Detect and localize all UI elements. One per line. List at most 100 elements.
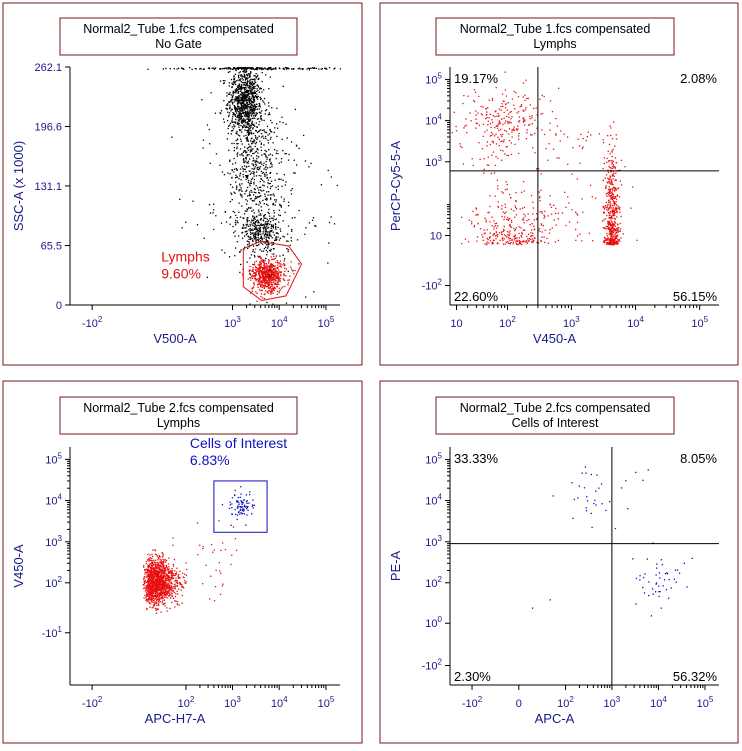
event-point (238, 127, 239, 128)
event-point (236, 97, 237, 98)
event-point (237, 109, 238, 110)
event-point (529, 124, 530, 125)
event-point (259, 277, 260, 278)
event-point (266, 161, 267, 162)
event-point (211, 68, 212, 69)
event-point (264, 293, 265, 294)
event-point (252, 87, 253, 88)
event-point (247, 81, 248, 82)
event-point (248, 163, 249, 164)
event-point (613, 164, 614, 165)
event-point (245, 105, 246, 106)
event-point (509, 194, 510, 195)
event-point (510, 238, 511, 239)
event-point (511, 142, 512, 143)
event-point (247, 244, 248, 245)
event-point (502, 134, 503, 135)
event-point (236, 80, 237, 81)
event-point (254, 90, 255, 91)
event-point (490, 114, 491, 115)
event-point (235, 230, 236, 231)
event-point (328, 242, 329, 243)
event-point (484, 158, 485, 159)
event-point (215, 68, 216, 69)
event-point (231, 79, 232, 80)
event-point (248, 73, 249, 74)
event-point (240, 194, 241, 195)
event-point (239, 109, 240, 110)
event-point (501, 136, 502, 137)
event-point (241, 141, 242, 142)
event-point (146, 594, 147, 595)
event-point (486, 219, 487, 220)
event-point (540, 200, 541, 201)
event-point (265, 113, 266, 114)
event-point (261, 133, 262, 134)
event-point (145, 590, 146, 591)
event-point (617, 239, 618, 240)
quadrant-upper-left-percent: 19.17% (454, 71, 499, 86)
event-point (242, 78, 243, 79)
event-point (261, 110, 262, 111)
event-point (259, 104, 260, 105)
event-point (504, 234, 505, 235)
event-point (497, 128, 498, 129)
event-point (158, 605, 159, 606)
event-point (256, 68, 257, 69)
event-point (504, 153, 505, 154)
event-point (614, 188, 615, 189)
event-point (519, 237, 520, 238)
event-point (232, 99, 233, 100)
event-point (241, 97, 242, 98)
event-point (263, 138, 264, 139)
event-point (177, 68, 178, 69)
event-point (497, 180, 498, 181)
event-point (309, 68, 310, 69)
event-point (260, 166, 261, 167)
event-point (280, 179, 281, 180)
event-point (611, 167, 612, 168)
event-point (264, 235, 265, 236)
event-point (467, 96, 468, 97)
event-point (606, 244, 607, 245)
event-point (165, 582, 166, 583)
event-point (260, 195, 261, 196)
event-point (612, 217, 613, 218)
event-point (503, 101, 504, 102)
event-point (237, 152, 238, 153)
event-point (250, 89, 251, 90)
plot-title: Normal2_Tube 1.fcs compensated (83, 22, 274, 36)
event-point (172, 573, 173, 574)
event-point (171, 602, 172, 603)
event-point (259, 136, 260, 137)
event-point (233, 67, 234, 68)
event-point (177, 586, 178, 587)
event-point (500, 122, 501, 123)
event-point (156, 603, 157, 604)
event-point (261, 260, 262, 261)
event-point (248, 144, 249, 145)
event-point (281, 117, 282, 118)
event-point (232, 187, 233, 188)
event-point (522, 219, 523, 220)
event-point (507, 189, 508, 190)
event-point (465, 239, 466, 240)
event-point (283, 220, 284, 221)
event-point (576, 213, 577, 214)
event-point (273, 268, 274, 269)
event-point (246, 92, 247, 93)
event-point (272, 254, 273, 255)
event-point (277, 262, 278, 263)
event-point (254, 236, 255, 237)
event-point (616, 211, 617, 212)
event-point (239, 272, 240, 273)
event-point (197, 224, 198, 225)
event-point (224, 252, 225, 253)
event-point (268, 286, 269, 287)
event-point (260, 234, 261, 235)
event-point (617, 205, 618, 206)
event-point (618, 230, 619, 231)
event-point (511, 227, 512, 228)
event-point (278, 179, 279, 180)
event-point (488, 157, 489, 158)
